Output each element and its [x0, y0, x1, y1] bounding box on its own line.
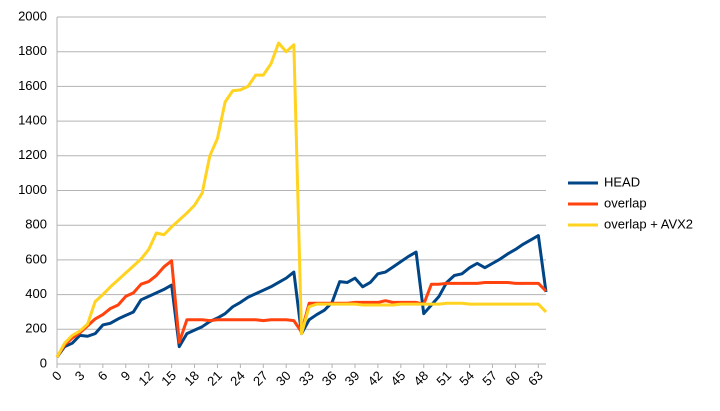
y-tick-label: 1800: [18, 43, 47, 58]
x-tick-label: 51: [433, 368, 454, 389]
x-tick-label: 57: [479, 368, 500, 389]
x-tick-label: 18: [181, 368, 202, 389]
x-tick-label: 27: [250, 368, 271, 389]
x-tick-label: 63: [525, 368, 546, 389]
x-tick-label: 30: [273, 368, 294, 389]
x-tick-label: 24: [227, 368, 248, 389]
x-tick-label: 48: [410, 368, 431, 389]
y-tick-label: 1600: [18, 78, 47, 93]
y-tick-label: 400: [25, 286, 47, 301]
series-line: [55, 41, 548, 358]
y-tick-label: 600: [25, 251, 47, 266]
y-tick-label: 1200: [18, 147, 47, 162]
x-tick-label: 42: [365, 368, 386, 389]
x-tick-label: 60: [502, 368, 523, 389]
y-tick-label: 1000: [18, 182, 47, 197]
x-tick-label: 9: [118, 368, 134, 384]
y-tick-label: 200: [25, 321, 47, 336]
legend-label: HEAD: [604, 174, 640, 189]
x-tick-label: 15: [158, 368, 179, 389]
y-tick-label: 800: [25, 217, 47, 232]
x-tick-label: 3: [72, 368, 88, 384]
x-tick-label: 21: [204, 368, 225, 389]
x-tick-label: 39: [342, 368, 363, 389]
x-tick-label: 36: [319, 368, 340, 389]
x-tick-label: 6: [95, 368, 111, 384]
y-tick-label: 2000: [18, 8, 47, 23]
x-tick-label: 0: [49, 368, 65, 384]
y-tick-label: 0: [40, 355, 47, 370]
x-tick-label: 45: [388, 368, 409, 389]
legend-label: overlap + AVX2: [604, 216, 693, 231]
x-tick-label: 54: [456, 368, 477, 389]
x-tick-label: 12: [135, 368, 156, 389]
x-tick-label: 33: [296, 368, 317, 389]
y-tick-label: 1400: [18, 113, 47, 128]
legend-label: overlap: [604, 195, 647, 210]
